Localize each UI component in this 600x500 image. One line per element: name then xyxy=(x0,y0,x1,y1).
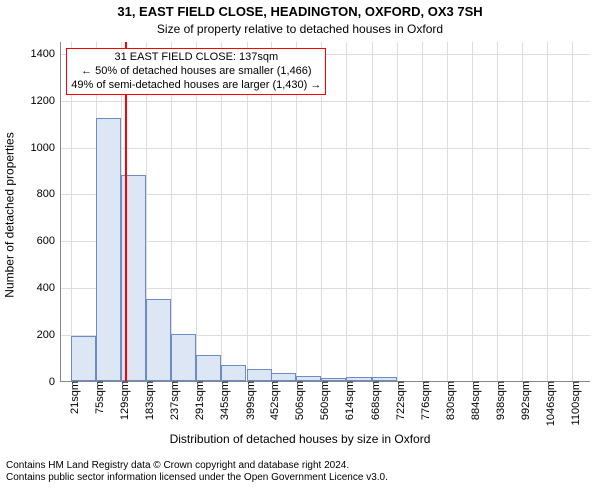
histogram-bar xyxy=(346,377,371,381)
x-tick-label: 992sqm xyxy=(516,381,532,420)
x-tick-label: 1100sqm xyxy=(566,381,582,425)
x-tick-label: 722sqm xyxy=(391,381,407,420)
histogram-bar xyxy=(271,373,296,381)
chart-footer: Contains HM Land Registry data © Crown c… xyxy=(6,460,388,484)
gridline-v xyxy=(422,42,423,381)
y-tick-label: 600 xyxy=(37,235,61,247)
gridline-h xyxy=(61,148,590,149)
gridline-v xyxy=(522,42,523,381)
gridline-v xyxy=(397,42,398,381)
x-tick-label: 938sqm xyxy=(491,381,507,420)
plot-area: 020040060080010001200140021sqm75sqm129sq… xyxy=(60,42,590,382)
x-tick-label: 668sqm xyxy=(366,381,382,420)
annotation-line: ← 50% of detached houses are smaller (1,… xyxy=(71,65,321,79)
histogram-bar xyxy=(171,334,196,381)
y-tick-label: 0 xyxy=(49,376,61,388)
x-tick-label: 776sqm xyxy=(416,381,432,420)
x-tick-label: 560sqm xyxy=(315,381,331,420)
x-tick-label: 452sqm xyxy=(265,381,281,420)
y-tick-label: 1400 xyxy=(31,48,61,60)
gridline-v xyxy=(346,42,347,381)
annotation-box: 31 EAST FIELD CLOSE: 137sqm← 50% of deta… xyxy=(66,48,326,95)
y-tick-label: 200 xyxy=(37,329,61,341)
histogram-bar xyxy=(321,378,346,381)
x-tick-label: 345sqm xyxy=(215,381,231,420)
y-tick-label: 400 xyxy=(37,282,61,294)
annotation-line: 49% of semi-detached houses are larger (… xyxy=(71,79,321,93)
x-tick-label: 183sqm xyxy=(140,381,156,420)
histogram-bar xyxy=(221,365,246,381)
x-axis-label: Distribution of detached houses by size … xyxy=(0,432,600,446)
chart-subtitle: Size of property relative to detached ho… xyxy=(0,22,600,36)
y-tick-label: 1000 xyxy=(31,142,61,154)
x-tick-label: 884sqm xyxy=(466,381,482,420)
y-axis-label: Number of detached properties xyxy=(2,0,18,430)
x-tick-label: 75sqm xyxy=(90,381,106,414)
histogram-bar xyxy=(71,336,96,381)
x-tick-label: 506sqm xyxy=(290,381,306,420)
x-tick-label: 291sqm xyxy=(190,381,206,420)
gridline-h xyxy=(61,101,590,102)
gridline-v xyxy=(447,42,448,381)
x-tick-label: 1046sqm xyxy=(541,381,557,426)
annotation-line: 31 EAST FIELD CLOSE: 137sqm xyxy=(71,51,321,65)
gridline-v xyxy=(497,42,498,381)
footer-line-2: Contains public sector information licen… xyxy=(6,472,388,484)
footer-line-1: Contains HM Land Registry data © Crown c… xyxy=(6,460,388,472)
x-tick-label: 21sqm xyxy=(65,381,81,414)
histogram-bar xyxy=(146,299,171,381)
gridline-v xyxy=(547,42,548,381)
y-axis-label-text: Number of detached properties xyxy=(3,132,17,297)
y-tick-label: 1200 xyxy=(31,95,61,107)
histogram-bar xyxy=(196,355,221,381)
histogram-bar xyxy=(296,376,321,381)
x-tick-label: 399sqm xyxy=(241,381,257,420)
x-tick-label: 237sqm xyxy=(165,381,181,420)
histogram-bar xyxy=(247,369,272,381)
histogram-bar xyxy=(96,118,121,381)
x-tick-label: 830sqm xyxy=(441,381,457,420)
x-tick-label: 614sqm xyxy=(340,381,356,420)
chart-title: 31, EAST FIELD CLOSE, HEADINGTON, OXFORD… xyxy=(0,4,600,19)
gridline-v xyxy=(572,42,573,381)
gridline-v xyxy=(372,42,373,381)
histogram-bar xyxy=(372,377,397,381)
gridline-v xyxy=(472,42,473,381)
y-tick-label: 800 xyxy=(37,188,61,200)
x-tick-label: 129sqm xyxy=(115,381,131,420)
chart-root: 31, EAST FIELD CLOSE, HEADINGTON, OXFORD… xyxy=(0,0,600,500)
